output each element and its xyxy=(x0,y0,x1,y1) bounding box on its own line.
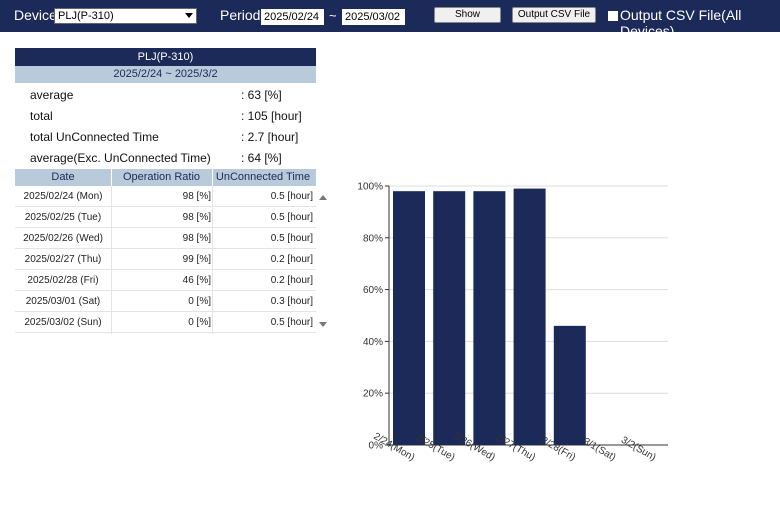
y-tick-label: 0% xyxy=(369,441,384,452)
chevron-down-icon xyxy=(185,13,193,18)
operation-ratio-chart: 0%20%40%60%80%100%2/24(Mon)2/25(Tue)2/26… xyxy=(357,182,668,464)
device-select-value: PLJ(P-310) xyxy=(58,10,114,22)
all-devices-checkbox[interactable] xyxy=(608,11,618,21)
summary-value: : 2.7 [hour] xyxy=(241,130,299,144)
summary-value: : 63 [%] xyxy=(241,88,282,102)
summary-title: PLJ(P-310) xyxy=(15,48,316,66)
x-tick-label: 3/2(Sun) xyxy=(619,435,658,464)
summary-label: total xyxy=(30,109,53,123)
cell-operation-ratio: 98 [%] xyxy=(182,233,211,244)
column-header-unconnected-time[interactable]: UnConnected Time xyxy=(212,169,313,186)
x-tick-label: 3/1(Sat) xyxy=(581,436,617,463)
cell-unconnected-time: 0.5 [hour] xyxy=(270,191,313,202)
y-tick-label: 100% xyxy=(357,182,383,193)
scroll-up-arrow-icon[interactable] xyxy=(319,195,327,200)
start-date-input[interactable]: 2025/02/24 xyxy=(261,9,324,25)
summary-panel: PLJ(P-310) 2025/2/24 ~ 2025/3/2 average … xyxy=(15,48,316,169)
bar xyxy=(393,191,425,445)
column-header-date[interactable]: Date xyxy=(51,171,75,183)
device-label: Device xyxy=(14,7,57,23)
bar xyxy=(433,191,466,445)
cell-unconnected-time: 0.2 [hour] xyxy=(270,254,313,265)
cell-date: 2025/02/24 (Mon) xyxy=(23,191,103,202)
bar xyxy=(553,325,586,445)
period-label: Period xyxy=(220,7,261,23)
cell-operation-ratio: 46 [%] xyxy=(182,275,211,286)
table-row: 2025/02/28 (Fri) 46 [%] 0.2 [hour] xyxy=(15,270,316,291)
cell-operation-ratio: 98 [%] xyxy=(182,212,211,223)
cell-operation-ratio: 98 [%] xyxy=(182,191,211,202)
summary-label: average xyxy=(30,88,74,102)
summary-row-average-exc: average(Exc. UnConnected Time) : 64 [%] xyxy=(15,148,316,169)
summary-value: : 105 [hour] xyxy=(241,109,302,123)
toolbar: Device PLJ(P-310) Period 2025/02/24 ~ 20… xyxy=(0,0,780,39)
cell-date: 2025/02/28 (Fri) xyxy=(27,275,99,286)
show-button[interactable]: Show xyxy=(434,7,501,23)
device-select[interactable]: PLJ(P-310) xyxy=(54,8,197,24)
cell-date: 2025/03/02 (Sun) xyxy=(24,317,102,328)
cell-date: 2025/02/27 (Thu) xyxy=(24,254,102,265)
cell-operation-ratio: 0 [%] xyxy=(188,317,211,328)
summary-label: total UnConnected Time xyxy=(30,130,159,144)
cell-date: 2025/02/25 (Tue) xyxy=(24,212,102,223)
y-tick-label: 60% xyxy=(363,285,383,296)
table-header: Date Operation Ratio UnConnected Time xyxy=(15,169,316,186)
table-row: 2025/03/02 (Sun) 0 [%] 0.5 [hour] xyxy=(15,312,316,333)
y-tick-label: 80% xyxy=(363,233,383,244)
summary-period: 2025/2/24 ~ 2025/3/2 xyxy=(15,66,316,83)
column-divider xyxy=(212,186,213,334)
output-csv-button[interactable]: Output CSV File xyxy=(512,7,596,23)
table-row: 2025/03/01 (Sat) 0 [%] 0.3 [hour] xyxy=(15,291,316,312)
cell-unconnected-time: 0.5 [hour] xyxy=(270,233,313,244)
summary-row-unconnected: total UnConnected Time : 2.7 [hour] xyxy=(15,127,316,148)
daily-table: Date Operation Ratio UnConnected Time 20… xyxy=(15,169,316,333)
cell-operation-ratio: 0 [%] xyxy=(188,296,211,307)
summary-value: : 64 [%] xyxy=(241,151,282,165)
y-tick-label: 20% xyxy=(363,389,383,400)
summary-row-total: total : 105 [hour] xyxy=(15,106,316,127)
y-tick-label: 40% xyxy=(363,337,383,348)
cell-unconnected-time: 0.3 [hour] xyxy=(270,296,313,307)
cell-unconnected-time: 0.2 [hour] xyxy=(270,275,313,286)
cell-unconnected-time: 0.5 [hour] xyxy=(270,317,313,328)
scroll-down-arrow-icon[interactable] xyxy=(319,322,327,327)
column-header-operation-ratio[interactable]: Operation Ratio xyxy=(111,169,211,186)
table-row: 2025/02/27 (Thu) 99 [%] 0.2 [hour] xyxy=(15,249,316,270)
cell-date: 2025/02/26 (Wed) xyxy=(23,233,103,244)
bar xyxy=(473,191,506,445)
summary-row-average: average : 63 [%] xyxy=(15,85,316,106)
table-row: 2025/02/24 (Mon) 98 [%] 0.5 [hour] xyxy=(15,186,316,207)
end-date-input[interactable]: 2025/03/02 xyxy=(342,9,405,25)
table-row: 2025/02/25 (Tue) 98 [%] 0.5 [hour] xyxy=(15,207,316,228)
all-devices-label: Output CSV File(All Devices) xyxy=(620,7,742,39)
summary-label: average(Exc. UnConnected Time) xyxy=(30,151,211,165)
column-divider xyxy=(111,186,112,334)
table-row: 2025/02/26 (Wed) 98 [%] 0.5 [hour] xyxy=(15,228,316,249)
cell-date: 2025/03/01 (Sat) xyxy=(25,296,101,307)
cell-operation-ratio: 99 [%] xyxy=(182,254,211,265)
bar xyxy=(513,188,546,445)
cell-unconnected-time: 0.5 [hour] xyxy=(270,212,313,223)
period-tilde: ~ xyxy=(329,8,337,23)
